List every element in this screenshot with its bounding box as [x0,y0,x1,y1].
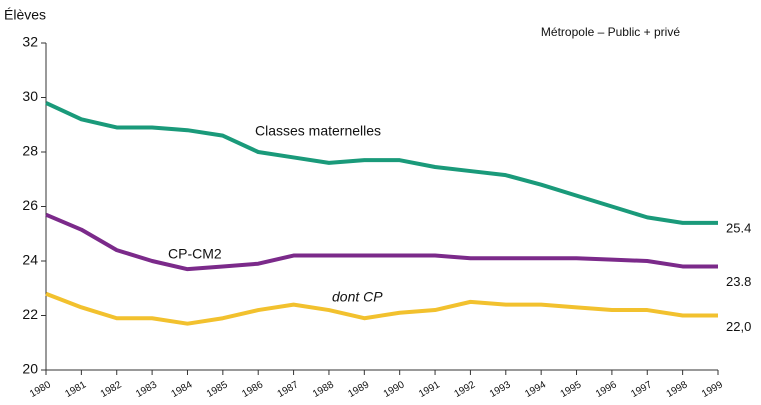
series-line [45,212,718,272]
value-label: 25.4 [726,220,751,235]
x-tick-label: 1987 [276,379,301,400]
x-tick-label: 1984 [170,379,195,400]
series-label: dont CP [332,289,383,305]
x-tick-label: 1996 [594,379,619,400]
x-tick-label: 1994 [523,379,548,400]
series-line [45,101,718,225]
x-tick-label: 1990 [382,379,407,400]
x-tick-label: 1998 [665,379,690,400]
x-tick-label: 1980 [28,379,53,400]
x-tick-label: 1997 [629,379,654,400]
y-tick-label: 30 [22,88,38,104]
x-tick-label: 1988 [311,379,336,400]
x-tick-label: 1989 [346,379,371,400]
x-tick-label: 1991 [417,379,442,400]
value-label: 23.8 [726,274,751,289]
series-label: CP-CM2 [168,246,222,262]
x-tick-label: 1982 [99,379,124,400]
y-tick-label: 22 [22,306,38,322]
x-tick-label: 1999 [700,379,725,400]
x-tick-label: 1983 [134,379,159,400]
x-tick-label: 1981 [63,379,88,400]
x-tick-label: 1985 [205,379,230,400]
x-tick-label: 1995 [559,379,584,400]
series-line [45,291,718,326]
value-label: 22,0 [726,319,751,334]
y-axis-label: Élèves [4,7,46,23]
x-tick-label: 1986 [240,379,265,400]
subtitle: Métropole – Public + privé [541,25,680,39]
x-tick-label: 1993 [488,379,513,400]
x-tick-label: 1992 [452,379,477,400]
y-tick-label: 32 [22,34,38,50]
y-tick-label: 26 [22,197,38,213]
series-label: Classes maternelles [255,123,381,139]
y-tick-label: 20 [22,361,38,377]
y-tick-label: 28 [22,143,38,159]
y-tick-label: 24 [22,252,38,268]
